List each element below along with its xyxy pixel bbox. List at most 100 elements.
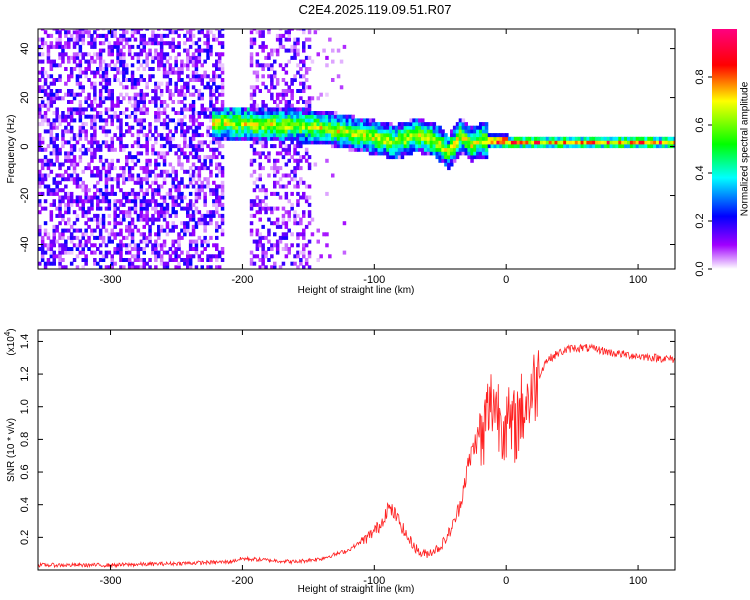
- heatmap-cell: [110, 114, 114, 119]
- heatmap-cell: [55, 224, 59, 229]
- heatmap-cell: [586, 144, 590, 149]
- heatmap-cell: [165, 261, 170, 266]
- heatmap-cell: [345, 114, 350, 119]
- heatmap-cell: [157, 213, 161, 218]
- heatmap-cell: [435, 125, 439, 130]
- heatmap-cell: [125, 162, 129, 167]
- heatmap-cell: [220, 89, 225, 93]
- heatmap-cell: [206, 48, 210, 53]
- heatmap-cell: [287, 158, 291, 163]
- heatmap-cell: [258, 188, 262, 193]
- heatmap-cell: [374, 133, 379, 138]
- heatmap-cell: [246, 118, 251, 123]
- heatmap-cell: [180, 59, 184, 64]
- heatmap-cell: [215, 195, 219, 200]
- heatmap-cell: [46, 59, 51, 64]
- heatmap-cell: [258, 173, 262, 178]
- heatmap-cell: [368, 144, 373, 149]
- heatmap-cell: [142, 239, 146, 244]
- heatmap-cell: [78, 206, 83, 211]
- heatmap-cell: [186, 213, 190, 218]
- heatmap-cell: [127, 224, 132, 229]
- heatmap-cell: [194, 125, 199, 130]
- heatmap-cell: [148, 52, 152, 57]
- heatmap-cell: [293, 147, 297, 152]
- colorbar: 0.00.20.40.60.8 Normalized spectral ampl…: [694, 29, 750, 277]
- heatmap-cell: [52, 250, 56, 255]
- heatmap-cell: [258, 44, 262, 49]
- heatmap-cell: [101, 74, 106, 79]
- heatmap-cell: [273, 144, 277, 149]
- heatmap-cell: [435, 147, 439, 152]
- heatmap-cell: [319, 136, 323, 141]
- heatmap-cell: [377, 136, 381, 141]
- heatmap-cell: [302, 89, 306, 93]
- heatmap-cell: [302, 180, 306, 185]
- heatmap-cell: [133, 247, 138, 251]
- heatmap-cell: [191, 228, 196, 233]
- heatmap-cell: [122, 213, 126, 218]
- heatmap-cell: [125, 78, 129, 82]
- heatmap-cell: [264, 55, 268, 60]
- heatmap-cell: [116, 177, 120, 182]
- heatmap-cell: [325, 122, 329, 127]
- heatmap-cell: [107, 221, 112, 226]
- heatmap-cell: [46, 33, 51, 38]
- heatmap-cell: [90, 169, 94, 174]
- heatmap-cell: [336, 125, 341, 130]
- heatmap-cell: [273, 70, 277, 75]
- heatmap-cell: [238, 133, 242, 138]
- heatmap-cell: [43, 221, 48, 226]
- heatmap-cell: [232, 129, 236, 134]
- heatmap-cell: [130, 33, 135, 38]
- heatmap-cell: [122, 111, 126, 115]
- heatmap-cell: [130, 29, 135, 31]
- heatmap-cell: [110, 144, 114, 149]
- heatmap-cell: [133, 195, 138, 200]
- heatmap-cell: [191, 74, 196, 79]
- heatmap-cell: [125, 228, 129, 233]
- heatmap-cell: [67, 210, 71, 215]
- heatmap-cell: [116, 206, 120, 211]
- heatmap-cell: [78, 81, 83, 86]
- heatmap-cell: [49, 74, 54, 79]
- heatmap-cell: [299, 221, 303, 226]
- heatmap-cell: [148, 199, 152, 204]
- heatmap-cell: [209, 100, 213, 104]
- heatmap-cell: [284, 136, 289, 141]
- heatmap-cell: [130, 103, 135, 108]
- heatmap-cell: [255, 103, 260, 108]
- heatmap-cell: [226, 133, 231, 138]
- heatmap-cell: [81, 258, 85, 262]
- heatmap-cell: [49, 122, 54, 127]
- heatmap-cell: [281, 114, 286, 119]
- heatmap-cell: [139, 111, 144, 115]
- heatmap-cell: [69, 129, 74, 134]
- heatmap-cell: [435, 144, 439, 149]
- heatmap-cell: [157, 228, 161, 233]
- heatmap-cell: [284, 147, 289, 152]
- heatmap-cell: [304, 114, 309, 119]
- heatmap-cell: [290, 81, 294, 86]
- heatmap-cell: [186, 85, 190, 90]
- heatmap-cell: [194, 41, 199, 46]
- y-tick-label: 1.0: [19, 399, 31, 414]
- heatmap-cell: [67, 195, 71, 200]
- heatmap-cell: [38, 136, 42, 141]
- heatmap-cell: [569, 136, 573, 141]
- heatmap-cell: [249, 55, 254, 60]
- heatmap-cell: [96, 247, 100, 251]
- heatmap-cell: [209, 162, 213, 167]
- heatmap-cell: [426, 129, 431, 134]
- heatmap-cell: [217, 265, 222, 269]
- heatmap-cell: [551, 136, 556, 141]
- heatmap-cell: [162, 210, 167, 215]
- heatmap-cell: [267, 239, 271, 244]
- heatmap-cell: [325, 243, 329, 248]
- heatmap-cell: [203, 85, 207, 90]
- heatmap-cell: [261, 74, 265, 79]
- heatmap-cell: [43, 228, 48, 233]
- heatmap-cell: [255, 59, 260, 64]
- heatmap-cell: [450, 144, 454, 149]
- heatmap-cell: [307, 125, 312, 130]
